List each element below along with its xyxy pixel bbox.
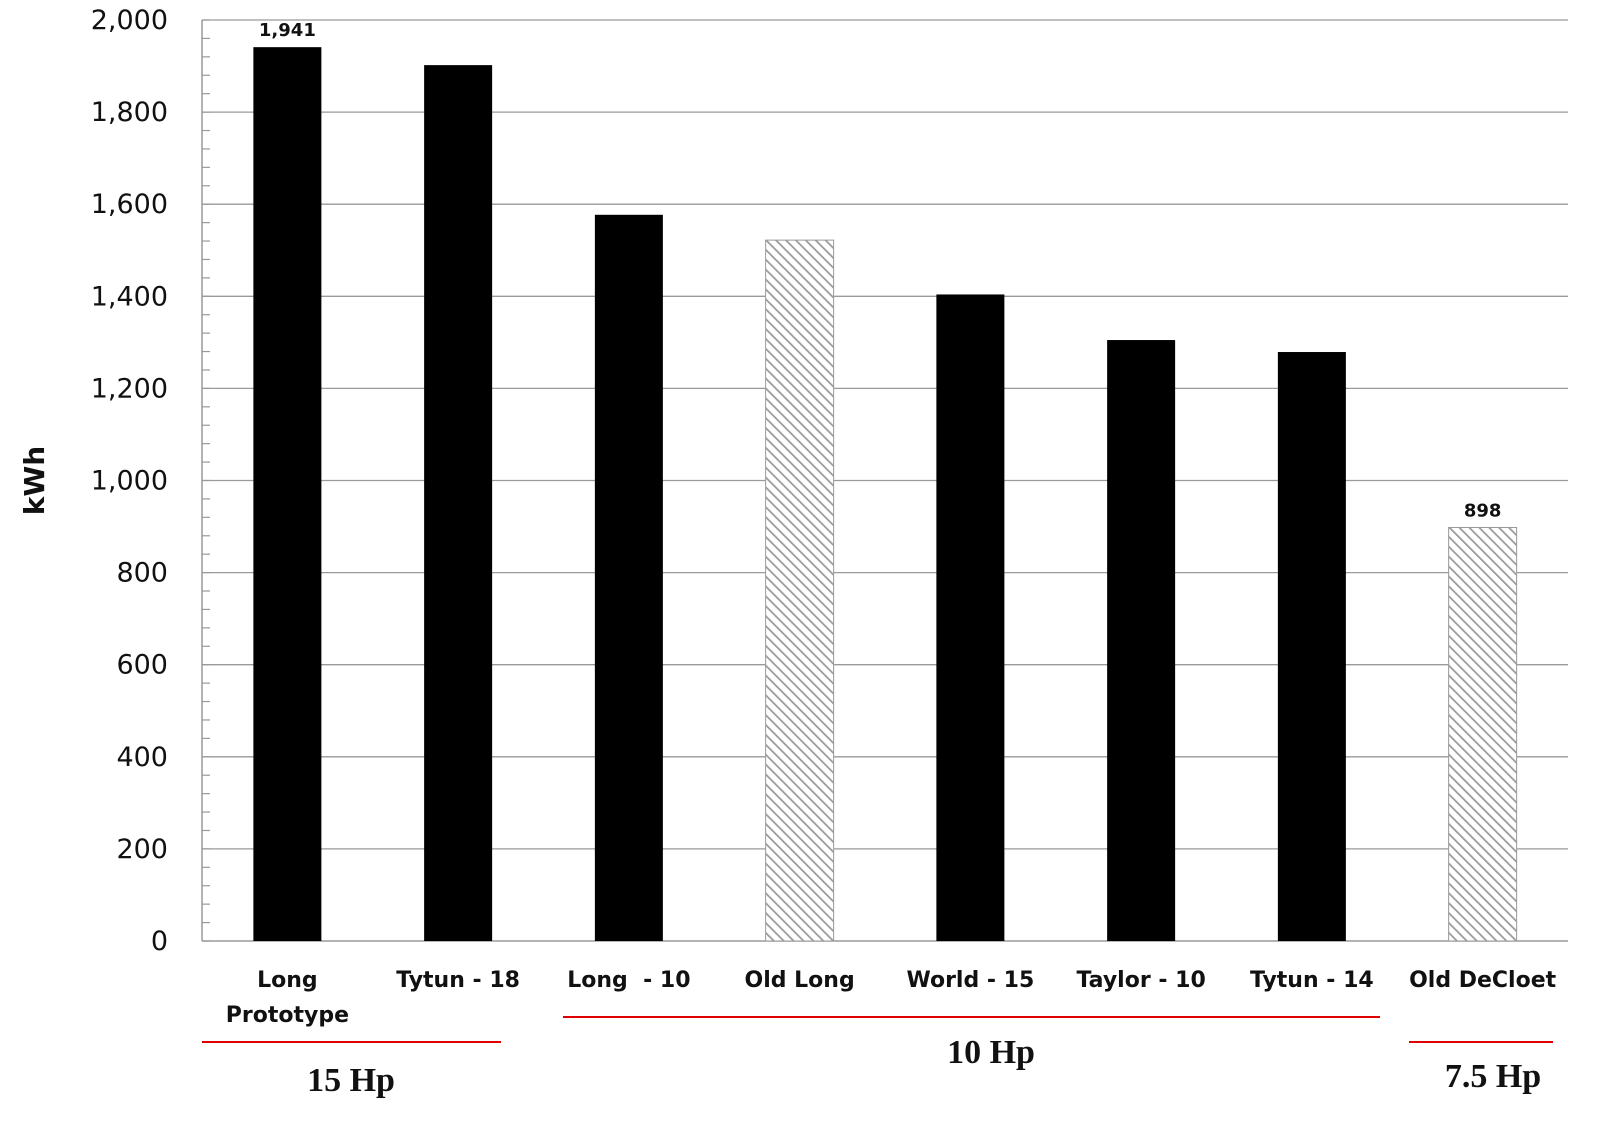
group-label: 15 Hp [307,1062,395,1099]
x-category-label: Long - 10 [567,968,690,993]
bar [1448,526,1518,942]
x-category-label: Old Long [745,968,855,993]
x-category-label: Old DeCloet [1409,968,1557,993]
y-tick-label: 200 [116,834,168,865]
y-tick-label: 1,200 [91,373,168,404]
bar [594,214,663,941]
y-tick-label: 800 [116,558,168,589]
y-tick-label: 0 [151,926,168,957]
bars [253,47,1518,942]
y-tick-label: 1,600 [91,189,168,220]
data-label: 1,941 [259,20,316,41]
y-axis-title: kWh [18,446,51,515]
x-category-label: World - 15 [906,968,1034,993]
x-category-label: Tytun - 18 [396,968,520,993]
x-category-label: Long [257,968,318,993]
bar [1277,352,1346,941]
x-category-label: Tytun - 14 [1250,968,1374,993]
group-label: 7.5 Hp [1445,1058,1541,1095]
bar [253,47,322,942]
x-category-label: Prototype [226,1003,349,1028]
bar [424,65,493,941]
y-tick-label: 400 [116,742,168,773]
y-tick-label: 2,000 [91,5,168,36]
data-label: 898 [1464,500,1502,521]
group-annotations: 15 Hp 10 Hp 7.5 Hp [202,1016,1553,1099]
x-category-label: Taylor - 10 [1077,968,1206,993]
bar [1107,340,1176,941]
y-tick-label: 1,000 [91,466,168,497]
gridlines [202,19,1568,850]
y-tick-label: 1,800 [91,97,168,128]
y-tick-label: 1,400 [91,281,168,312]
bar [936,294,1005,941]
bar [765,239,835,942]
group-label: 10 Hp [947,1034,1035,1071]
y-tick-label: 600 [116,650,168,681]
labels: 0 200 400 600 800 1,000 1,200 1,400 1,600 1,800 2,… [18,5,1557,1028]
